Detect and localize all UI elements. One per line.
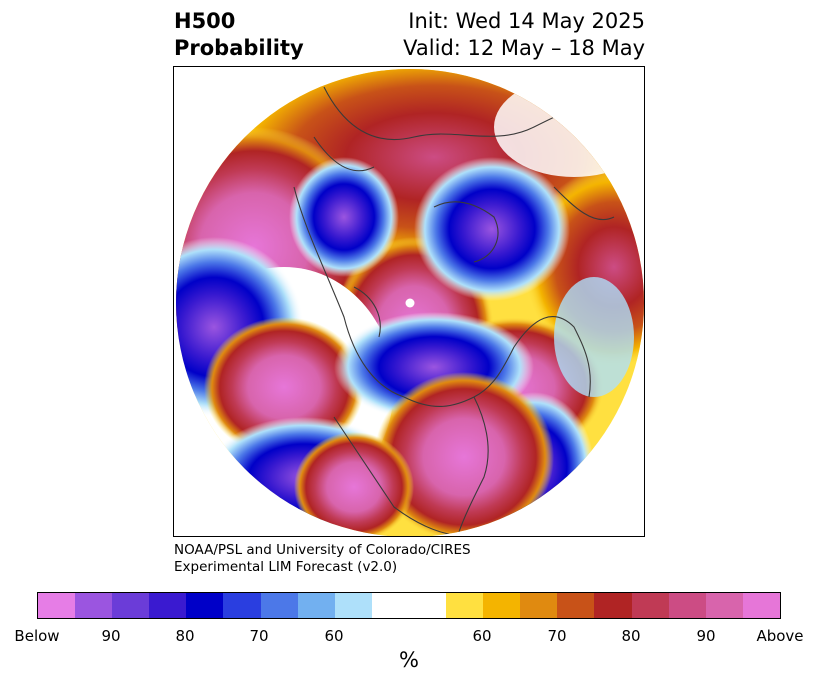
colorbar-segment — [223, 593, 261, 618]
probability-map — [176, 69, 644, 536]
colorbar-tick-label: 90 — [696, 627, 716, 645]
colorbar-tick-label: Below — [14, 627, 60, 645]
colorbar — [37, 592, 781, 619]
colorbar-segment — [446, 593, 484, 618]
colorbar-segment — [260, 593, 298, 618]
title-right: Init: Wed 14 May 2025 Valid: 12 May – 18… — [403, 8, 645, 62]
colorbar-tick-label: 60 — [472, 627, 492, 645]
colorbar-tick-label: 70 — [547, 627, 567, 645]
colorbar-segment — [297, 593, 335, 618]
colorbar-segment — [594, 593, 632, 618]
map-panel — [173, 66, 645, 537]
title-variable: H500 — [174, 9, 236, 33]
colorbar-segment — [668, 593, 706, 618]
credit-line-1: NOAA/PSL and University of Colorado/CIRE… — [174, 542, 471, 558]
colorbar-tick-label: 70 — [249, 627, 269, 645]
title-type: Probability — [174, 36, 304, 60]
colorbar-segment — [520, 593, 558, 618]
colorbar-segment — [75, 593, 113, 618]
colorbar-segment — [631, 593, 669, 618]
colorbar-segment — [186, 593, 224, 618]
colorbar-segment — [334, 593, 372, 618]
colorbar-tick-label: 90 — [101, 627, 121, 645]
colorbar-segment — [705, 593, 743, 618]
colorbar-segment — [742, 593, 780, 618]
credit-line-2: Experimental LIM Forecast (v2.0) — [174, 559, 398, 575]
colorbar-segment — [38, 593, 76, 618]
valid-range: Valid: 12 May – 18 May — [403, 36, 645, 60]
colorbar-segment — [112, 593, 150, 618]
init-date: Init: Wed 14 May 2025 — [408, 9, 645, 33]
title-left: H500 Probability — [174, 8, 304, 62]
colorbar-segment — [149, 593, 187, 618]
credit-text: NOAA/PSL and University of Colorado/CIRE… — [174, 542, 471, 576]
colorbar-segment — [371, 593, 447, 618]
colorbar-unit-label: % — [399, 648, 419, 672]
colorbar-segment — [483, 593, 521, 618]
colorbar-tick-label: 60 — [324, 627, 344, 645]
colorbar-segment — [557, 593, 595, 618]
colorbar-tick-label: 80 — [621, 627, 641, 645]
colorbar-tick-label: Above — [756, 627, 804, 645]
colorbar-tick-label: 80 — [175, 627, 195, 645]
